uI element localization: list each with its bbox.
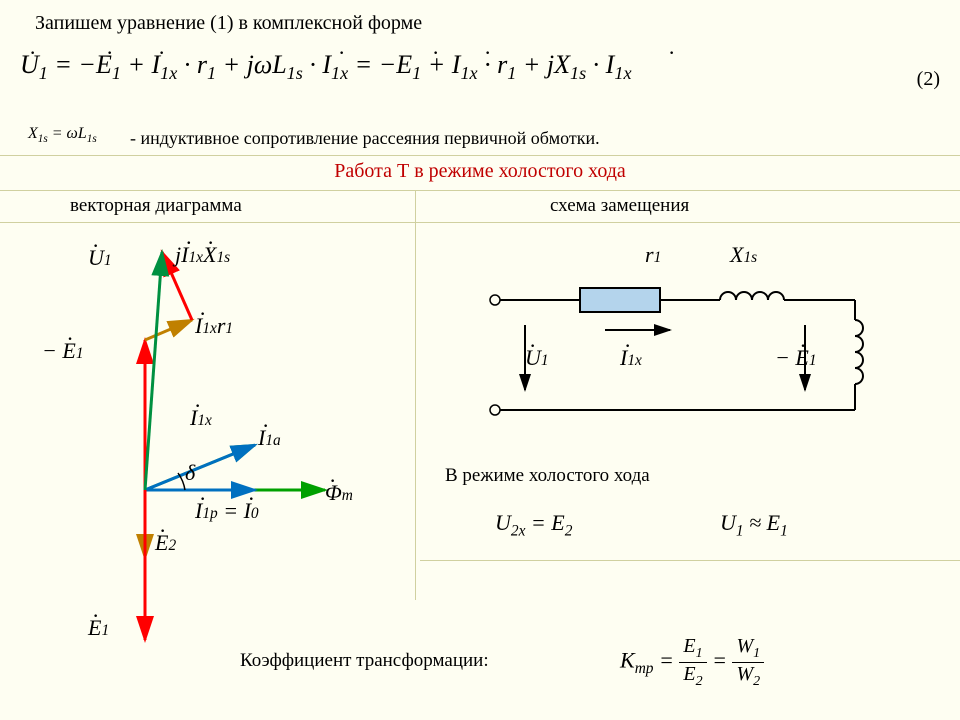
circuit-label-i1x: I1x xyxy=(620,345,642,371)
vector-label-I1a: I1a xyxy=(258,425,281,451)
series-inductor xyxy=(720,292,784,300)
circuit-label-u1: U1 xyxy=(525,345,549,371)
vector-label-I0: I1p = I0 xyxy=(195,498,259,524)
vector-label-I1xr1: I1xr1 xyxy=(195,313,233,339)
divider-vertical xyxy=(415,190,416,600)
vector-label-jI1xX1s: jI1xX1s xyxy=(175,242,230,268)
circuit-label-x1s: X1s xyxy=(730,242,757,268)
col-header-right: схема замещения xyxy=(550,195,689,217)
col-header-left: векторная диаграмма xyxy=(70,195,242,217)
vector-label-Phi_m: Φm xyxy=(325,480,353,506)
x1s-definition: X1s = ωL1s xyxy=(28,125,97,145)
formula-u2x: U2x = E2 xyxy=(495,510,572,540)
circuit-label-r1: r1 xyxy=(645,242,661,268)
vector-diagram xyxy=(0,225,415,695)
circuit-label-me1: − E1 xyxy=(775,345,817,371)
section-title: Работа Т в режиме холостого хода xyxy=(0,160,960,183)
idle-mode-note: В режиме холостого хода xyxy=(445,465,650,487)
terminal-top xyxy=(490,295,500,305)
vector-label-mE1: − E1 xyxy=(42,338,84,364)
divider-3 xyxy=(0,222,960,223)
resistor xyxy=(580,288,660,312)
divider-2 xyxy=(0,190,960,191)
vector-label-I1x: I1x xyxy=(190,405,212,431)
terminal-bottom xyxy=(490,405,500,415)
formula-u1e1: U1 ≈ E1 xyxy=(720,510,788,540)
equation-number: (2) xyxy=(917,68,940,91)
intro-text: Запишем уравнение (1) в комплексной форм… xyxy=(35,12,422,35)
divider-4 xyxy=(420,560,960,561)
vector-label-U1: U1 xyxy=(88,245,112,271)
load-inductor xyxy=(855,320,863,384)
divider-1 xyxy=(0,155,960,156)
vector-label-E2: E2 xyxy=(155,530,176,556)
angle-delta-label: δ xyxy=(185,460,195,486)
transform-coeff-formula: Kmp = E1E2 = W1W2 xyxy=(620,635,764,690)
circuit-diagram xyxy=(435,250,955,450)
x1s-note: - индуктивное сопротивление рассеяния пе… xyxy=(130,128,600,149)
vector-label-E1: E1 xyxy=(88,615,109,641)
transform-coeff-label: Коэффициент трансформации: xyxy=(240,650,489,672)
